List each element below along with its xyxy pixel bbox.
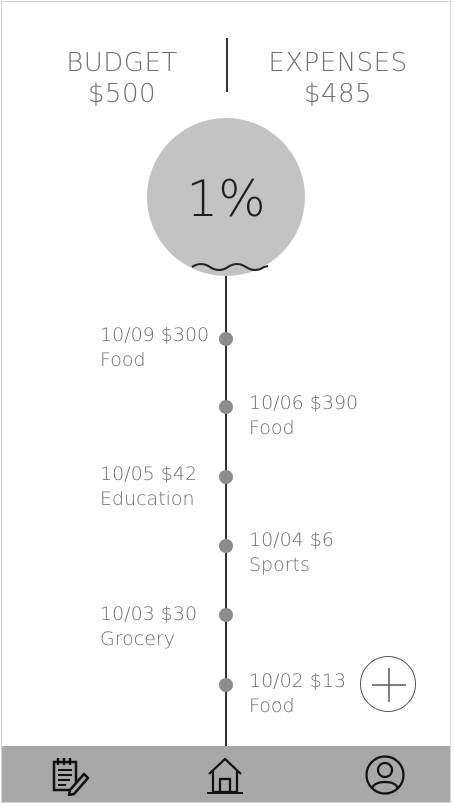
timeline-dot xyxy=(219,678,233,692)
transaction-category: Food xyxy=(249,417,295,439)
transaction-date-amount: 10/02 $13 xyxy=(249,670,347,692)
transaction-category: Education xyxy=(100,488,195,510)
header-divider xyxy=(226,38,228,92)
budget-summary: BUDGET $500 xyxy=(32,48,212,110)
progress-percent: 1% xyxy=(186,170,266,228)
progress-wave-icon xyxy=(191,263,269,271)
transaction-item[interactable]: 10/04 $6 Sports xyxy=(249,528,334,578)
plus-icon xyxy=(372,668,406,702)
home-icon[interactable] xyxy=(204,754,246,796)
transaction-category: Food xyxy=(249,695,295,717)
timeline-dot xyxy=(219,608,233,622)
transaction-date-amount: 10/04 $6 xyxy=(249,529,334,551)
expenses-summary: EXPENSES $485 xyxy=(248,48,428,110)
timeline-dot xyxy=(219,470,233,484)
transaction-date-amount: 10/06 $390 xyxy=(249,392,359,414)
transaction-item[interactable]: 10/03 $30 Grocery xyxy=(100,602,197,652)
budget-progress-circle: 1% xyxy=(147,118,305,276)
transaction-item[interactable]: 10/09 $300 Food xyxy=(100,323,209,373)
transaction-category: Food xyxy=(100,349,146,371)
timeline-dot xyxy=(219,332,233,346)
user-profile-icon[interactable] xyxy=(364,754,406,796)
notepad-pencil-icon[interactable] xyxy=(48,754,90,796)
bottom-nav-bar xyxy=(2,746,450,802)
timeline-dot xyxy=(219,539,233,553)
expenses-label: EXPENSES xyxy=(268,48,408,78)
transaction-date-amount: 10/05 $42 xyxy=(100,463,198,485)
transaction-date-amount: 10/03 $30 xyxy=(100,603,198,625)
transaction-date-amount: 10/09 $300 xyxy=(100,324,210,346)
expenses-value: $485 xyxy=(303,79,373,110)
transaction-item[interactable]: 10/05 $42 Education xyxy=(100,462,197,512)
budget-value: $500 xyxy=(87,79,157,110)
transaction-category: Sports xyxy=(249,554,310,576)
transaction-item[interactable]: 10/02 $13 Food xyxy=(249,669,346,719)
transaction-category: Grocery xyxy=(100,628,175,650)
timeline-line xyxy=(225,276,227,746)
add-expense-button[interactable] xyxy=(360,656,416,712)
budget-label: BUDGET xyxy=(66,48,178,78)
transaction-item[interactable]: 10/06 $390 Food xyxy=(249,391,358,441)
timeline-dot xyxy=(219,400,233,414)
